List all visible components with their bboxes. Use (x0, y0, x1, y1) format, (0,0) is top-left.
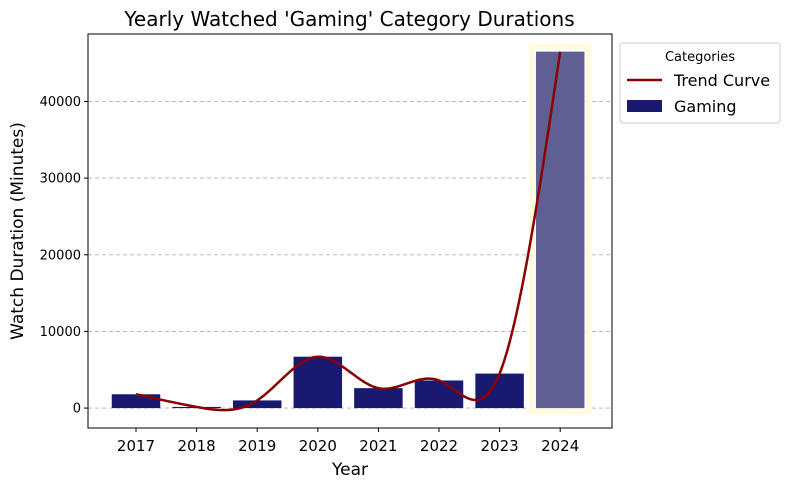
bar-2019 (232, 400, 282, 409)
x-tick-label: 2018 (178, 437, 216, 455)
bar-2020 (293, 356, 343, 409)
y-tick-label: 30000 (40, 172, 81, 187)
bar-2024 (535, 51, 585, 409)
y-tick-label: 40000 (40, 95, 81, 110)
bar-2021 (354, 388, 403, 409)
bars (111, 43, 592, 415)
x-tick-label: 2022 (420, 437, 458, 455)
x-tick-label: 2020 (299, 437, 337, 455)
bar-2017 (111, 394, 161, 409)
x-tick-label: 2024 (541, 437, 579, 455)
bar-2023 (475, 373, 524, 409)
x-tick-label: 2017 (117, 437, 155, 455)
y-axis-label: Watch Duration (Minutes) (8, 122, 28, 340)
y-tick-label: 20000 (40, 248, 81, 263)
legend-gaming-swatch (627, 100, 662, 112)
x-tick-label: 2019 (238, 437, 276, 455)
legend-gaming-label: Gaming (674, 97, 737, 116)
bar-2022 (414, 380, 464, 409)
x-tick-label: 2023 (481, 437, 519, 455)
trend-layer (135, 51, 562, 412)
legend-title: Categories (665, 50, 735, 65)
y-tick-label: 0 (73, 402, 81, 417)
trend-curve (135, 51, 562, 412)
x-axis-label: Year (331, 460, 368, 480)
y-axis-ticks: 0 10000 20000 30000 40000 (40, 95, 88, 417)
x-axis-ticks: 2017 2018 2019 2020 2021 2022 2023 2024 (117, 428, 579, 455)
grid-lines (88, 101, 612, 409)
y-tick-label: 10000 (40, 325, 81, 340)
plot-frame (87, 33, 613, 429)
legend-trend-label: Trend Curve (673, 71, 770, 90)
legend: Categories Trend Curve Gaming (619, 42, 781, 124)
x-tick-label: 2021 (359, 437, 397, 455)
chart-title: Yearly Watched 'Gaming' Category Duratio… (123, 7, 574, 31)
